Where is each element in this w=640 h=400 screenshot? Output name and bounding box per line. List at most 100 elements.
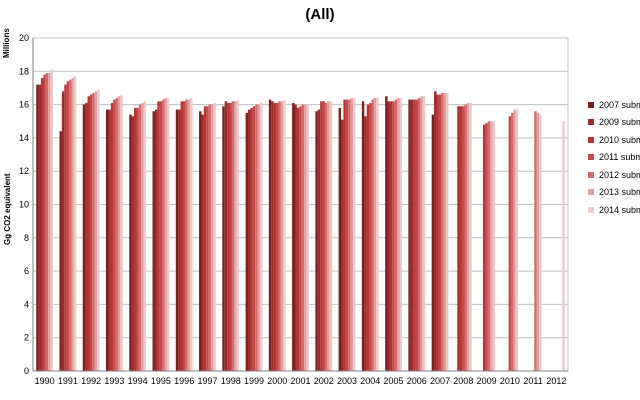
bar: [348, 99, 351, 371]
bar: [397, 97, 400, 371]
bar: [304, 104, 307, 371]
bar: [229, 102, 232, 371]
x-tick-label: 2006: [407, 376, 427, 386]
bar: [329, 101, 333, 372]
bar: [350, 97, 354, 371]
bar: [271, 101, 274, 372]
legend-item: 2009 submission: [588, 114, 640, 132]
bar: [201, 114, 204, 371]
bar: [534, 111, 537, 371]
bar: [399, 97, 402, 371]
bar: [487, 121, 491, 371]
bar: [69, 79, 72, 371]
bar: [438, 94, 442, 372]
bar: [82, 104, 86, 371]
bar: [43, 74, 46, 371]
bar: [492, 121, 495, 371]
x-tick-label: 1990: [35, 376, 55, 386]
bar: [64, 84, 67, 372]
bar: [61, 91, 65, 371]
x-tick-label: 1994: [128, 376, 148, 386]
legend-label: 2013 submission: [599, 187, 640, 198]
legend-label: 2011 submission: [599, 152, 640, 163]
bar: [87, 96, 90, 372]
bar: [120, 94, 123, 372]
x-tick-label: 1999: [244, 376, 264, 386]
legend-swatch: [588, 154, 594, 161]
bar: [345, 99, 349, 371]
bar: [431, 114, 435, 371]
bar: [231, 101, 235, 372]
bar: [436, 94, 439, 372]
bar: [389, 101, 393, 372]
bar: [71, 77, 74, 372]
bar: [143, 101, 147, 372]
bar: [110, 102, 114, 371]
bar: [113, 99, 116, 371]
x-tick-label: 1996: [174, 376, 194, 386]
bar: [457, 106, 460, 371]
bar: [206, 106, 209, 371]
bar: [408, 99, 411, 371]
bar: [410, 99, 414, 371]
bar: [315, 111, 318, 371]
bar: [162, 99, 165, 371]
bar: [255, 104, 258, 371]
y-tick-label: 10: [19, 200, 29, 210]
y-tick-label: 0: [24, 366, 29, 376]
x-tick-label: 2008: [453, 376, 473, 386]
bar: [106, 109, 109, 371]
bar: [182, 101, 186, 372]
bar: [361, 101, 365, 372]
bar: [97, 89, 100, 372]
legend-swatch: [588, 119, 594, 126]
bar: [247, 109, 251, 371]
bar: [157, 101, 160, 372]
bar: [394, 99, 398, 371]
legend-item: 2010 submission: [588, 131, 640, 149]
bar: [85, 102, 88, 371]
bar: [392, 101, 395, 372]
legend-swatch: [588, 206, 594, 213]
x-tick-label: 2012: [546, 376, 566, 386]
bar: [259, 102, 263, 371]
bar: [50, 69, 54, 371]
bar: [369, 102, 372, 371]
bar: [508, 116, 512, 371]
legend-label: 2014 submission: [599, 204, 640, 215]
y-tick-label: 6: [24, 266, 29, 276]
bar: [38, 84, 42, 372]
bar: [280, 101, 284, 372]
x-tick-label: 2011: [523, 376, 542, 386]
legend-item: 2011 submission: [588, 149, 640, 167]
bar: [299, 106, 302, 371]
bar: [36, 84, 39, 372]
bar: [459, 106, 463, 371]
bar: [141, 102, 144, 371]
legend-item: 2012 submission: [588, 166, 640, 184]
bar: [278, 101, 281, 372]
bar: [353, 97, 356, 371]
bar: [464, 104, 467, 371]
y-tick-label: 14: [19, 133, 29, 143]
bar: [252, 106, 256, 371]
legend-swatch: [588, 189, 594, 196]
legend-swatch: [588, 171, 594, 178]
bar: [322, 101, 325, 372]
bar: [283, 99, 286, 371]
bar: [539, 114, 542, 371]
y-tick-label: 16: [19, 100, 29, 110]
bar: [513, 109, 516, 371]
bar: [115, 97, 119, 371]
x-tick-label: 1997: [197, 376, 217, 386]
bar: [434, 91, 437, 371]
bar: [73, 76, 77, 372]
x-tick-label: 2003: [337, 376, 357, 386]
bar: [236, 99, 240, 371]
bar: [89, 94, 93, 372]
x-tick-label: 1991: [58, 376, 78, 386]
x-tick-label: 2005: [384, 376, 404, 386]
bar: [211, 104, 214, 371]
bar: [268, 99, 272, 371]
bar: [175, 109, 179, 371]
